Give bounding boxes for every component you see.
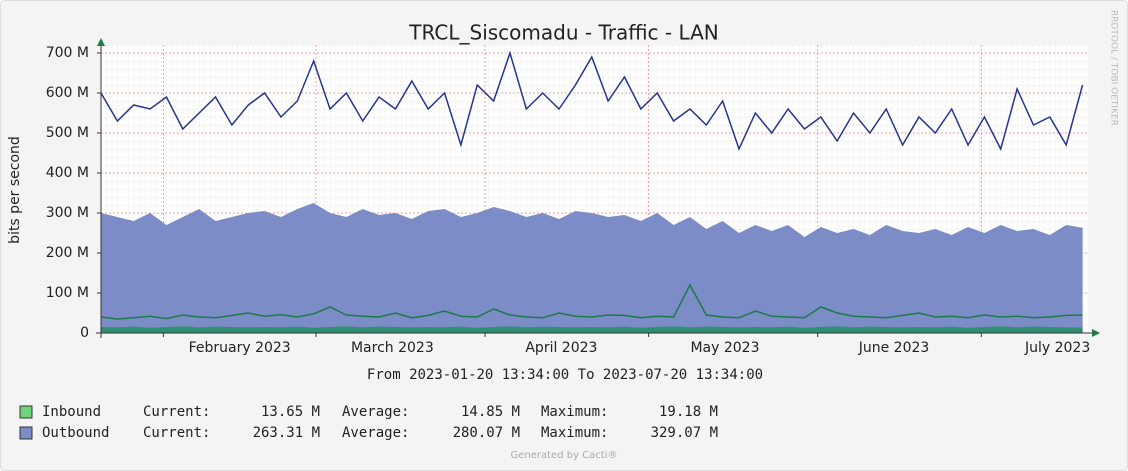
period: From 2023-01-20 13:34:00 To 2023-07-20 1… [367, 367, 763, 383]
legend-swatch [19, 426, 33, 440]
y-tick-label: 400 M [46, 165, 89, 181]
x-arrow [1092, 329, 1100, 337]
chart-title: TRCL_Siscomadu - Traffic - LAN [408, 21, 718, 45]
y-axis-label: bits per second [7, 136, 23, 244]
footer: Generated by Cacti® [511, 450, 618, 461]
legend-swatch [19, 405, 33, 419]
stat-label: Maximum: [541, 404, 608, 420]
x-tick-label: March 2023 [351, 340, 434, 356]
y-tick-label: 600 M [46, 85, 89, 101]
stat-value: 13.65 M [261, 404, 320, 420]
y-tick-label: 300 M [46, 205, 89, 221]
axes [96, 38, 1100, 338]
y-tick-label: 0 [80, 325, 89, 341]
y-tick-label: 100 M [46, 285, 89, 301]
stat-value: 280.07 M [453, 425, 520, 441]
side-note: RRDTOOL / TOBI OETIKER [1109, 10, 1119, 126]
y-arrow [97, 38, 105, 46]
x-tick-label: April 2023 [525, 340, 597, 356]
stat-label: Current: [143, 404, 210, 420]
y-tick-label: 500 M [46, 125, 89, 141]
x-tick-label: May 2023 [690, 340, 759, 356]
line [100, 50, 1084, 152]
stat-value: 263.31 M [253, 425, 320, 441]
line [100, 283, 1083, 320]
x-tick-label: July 2023 [1024, 340, 1090, 356]
y-tick-label: 700 M [46, 45, 89, 61]
stat-value: 329.07 M [651, 425, 718, 441]
legend-label: Inbound [42, 404, 101, 420]
stat-label: Average: [342, 425, 409, 441]
area [101, 326, 1083, 333]
legend-label: Outbound [42, 425, 109, 441]
stat-value: 19.18 M [659, 404, 718, 420]
stat-value: 14.85 M [461, 404, 520, 420]
stat-label: Maximum: [541, 425, 608, 441]
stat-label: Current: [143, 425, 210, 441]
data [100, 50, 1084, 333]
stat-label: Average: [342, 404, 409, 420]
y-tick-label: 200 M [46, 245, 89, 261]
legend: Inbound Current: 13.65 M Average: 14.85 M Max… [19, 404, 718, 441]
x-tick-label: June 2023 [858, 340, 930, 356]
x-tick-label: February 2023 [189, 340, 291, 356]
area [101, 203, 1083, 333]
